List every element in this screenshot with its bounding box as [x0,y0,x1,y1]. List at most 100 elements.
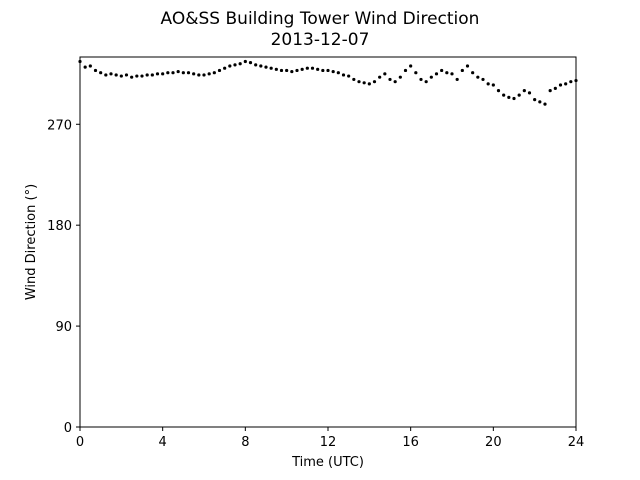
data-point [372,80,377,84]
data-point [569,80,573,84]
y-tick-label: 180 [47,219,72,234]
data-point [347,74,351,78]
data-point [285,68,289,73]
data-point [378,75,382,79]
data-point [564,82,568,86]
data-point [409,64,413,68]
data-point [558,83,563,87]
data-point [202,73,206,77]
data-point [135,74,139,78]
x-tick-label: 24 [568,435,585,450]
data-point [419,77,423,82]
data-point [403,68,408,73]
data-point [88,64,92,68]
data-point [548,89,552,93]
data-point [429,75,433,79]
data-point [140,74,144,78]
data-point [161,72,165,76]
x-tick-label: 8 [241,435,249,450]
data-point [445,71,449,75]
data-point [352,77,356,82]
plot-frame [79,56,577,428]
data-point [269,66,273,70]
data-point [450,72,454,76]
data-point [130,75,134,79]
data-point [460,68,464,73]
data-point [471,71,475,75]
data-point [233,63,237,67]
data-point [553,86,557,90]
y-tick-label: 90 [55,320,72,335]
data-point [155,72,160,76]
data-point [507,95,511,99]
chart-title: AO&SS Building Tower Wind Direction [161,9,480,29]
data-point [223,66,227,70]
data-point [228,64,232,68]
data-point [259,64,263,68]
axis-ticks: 0 4 8 12 16 20 24 0 90 180 270 [47,118,584,450]
y-tick-label: 0 [64,421,72,436]
data-point [414,71,418,75]
data-point [217,68,222,73]
x-axis-label: Time (UTC) [291,455,364,470]
data-point [496,89,501,93]
data-point [212,71,216,75]
data-point [316,67,320,71]
data-point [197,73,201,77]
data-point [254,63,258,67]
data-point [248,61,253,65]
data-point [502,93,506,97]
data-point [243,59,247,64]
data-point [543,102,547,106]
data-point [300,67,304,71]
data-point [310,66,315,70]
x-tick-label: 20 [485,435,502,450]
data-point [517,93,521,97]
x-tick-label: 0 [76,435,84,450]
data-point [383,72,387,76]
data-point [424,80,428,84]
data-point [181,71,185,75]
data-point [512,96,516,101]
data-point [99,71,103,75]
data-point [109,72,113,76]
x-tick-label: 16 [402,435,419,450]
data-point [465,64,470,68]
data-point [326,68,330,73]
data-point [93,68,98,73]
data-point [341,73,346,77]
data-point [486,82,490,86]
x-tick-label: 4 [159,435,167,450]
data-point [274,67,278,71]
data-point [295,68,299,73]
data-point [434,72,439,76]
data-point [522,89,526,93]
data-point [114,73,118,77]
data-point [357,80,361,84]
data-point [119,74,123,78]
data-point [362,81,366,85]
chart-subtitle: 2013-12-07 [271,30,370,50]
data-point [171,71,175,75]
data-point [476,75,480,79]
data-point [527,91,532,95]
data-point [331,69,335,74]
data-point [83,65,87,69]
data-point [238,62,242,66]
data-point [491,83,495,87]
x-tick-label: 12 [320,435,337,450]
data-point [207,72,211,76]
y-tick-label: 270 [47,118,72,133]
data-point [166,71,170,75]
data-point [455,77,459,82]
data-point [150,73,154,77]
data-point [398,75,402,79]
data-point [481,77,485,82]
data-point [192,72,196,76]
data-point [393,80,397,84]
data-point [279,68,284,73]
data-point [321,68,325,73]
data-point [176,69,180,74]
y-axis-label: Wind Direction (°) [24,184,39,300]
